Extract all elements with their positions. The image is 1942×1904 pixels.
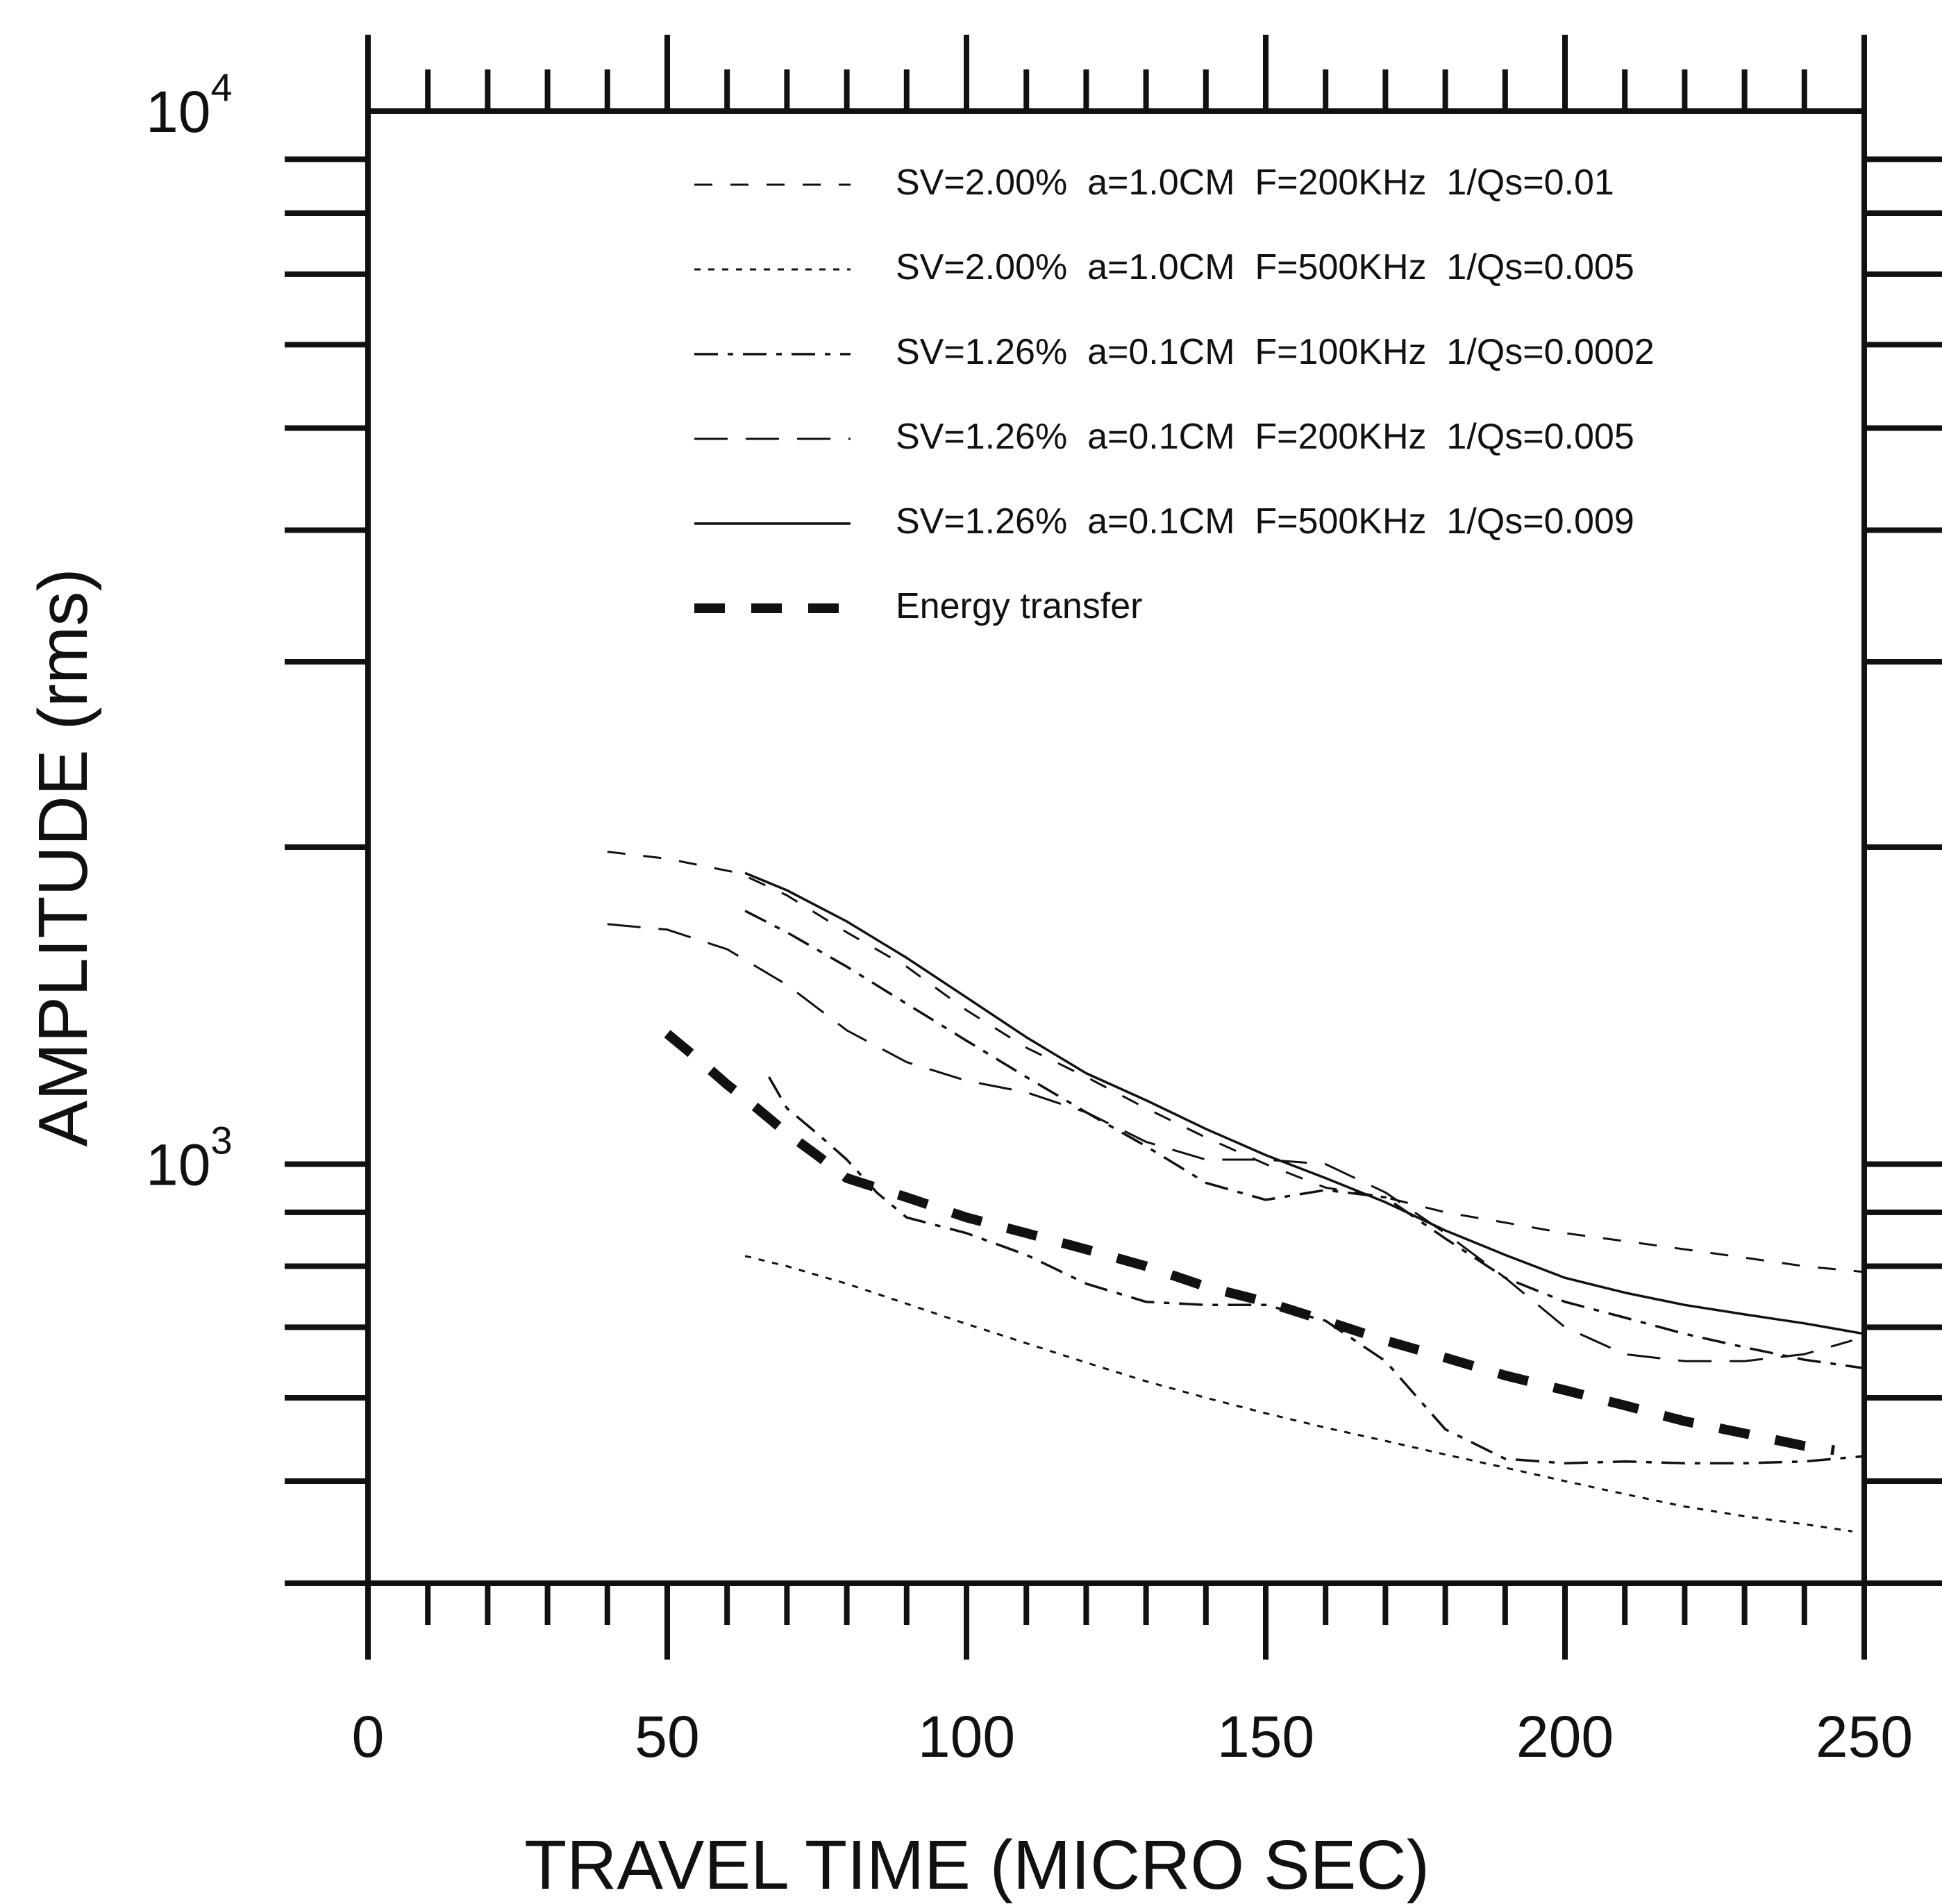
legend-label-0: SV=2.00% a=1.0CM F=200KHz 1/Qs=0.01 xyxy=(896,162,1614,203)
series-line-0 xyxy=(607,851,1865,1273)
series-line-6 xyxy=(767,1076,1865,1464)
series-layer xyxy=(607,851,1865,1533)
x-tick-label-50: 50 xyxy=(635,1704,699,1769)
y-tick-label-10000: 104 xyxy=(146,65,233,144)
legend-label-1: SV=2.00% a=1.0CM F=500KHz 1/Qs=0.005 xyxy=(896,247,1634,287)
x-axis-label: TRAVEL TIME (MICRO SEC) xyxy=(524,1826,1430,1904)
x-tick-label-150: 150 xyxy=(1217,1704,1314,1769)
x-tick-label-250: 250 xyxy=(1816,1704,1913,1769)
series-line-3 xyxy=(607,923,1853,1362)
legend: SV=2.00% a=1.0CM F=200KHz 1/Qs=0.01 SV=2.… xyxy=(694,162,1655,626)
tick-labels: 0 50 100 150 200 250 103 104 xyxy=(146,65,1913,1769)
series-line-5 xyxy=(664,1030,1835,1455)
series-line-2 xyxy=(744,910,1865,1370)
legend-label-5: Energy transfer xyxy=(896,586,1143,626)
legend-label-4: SV=1.26% a=0.1CM F=500KHz 1/Qs=0.009 xyxy=(896,501,1634,542)
y-tick-label-1000: 103 xyxy=(146,1119,233,1198)
x-tick-label-100: 100 xyxy=(918,1704,1015,1769)
axis-ticks xyxy=(285,35,1942,1660)
legend-label-3: SV=1.26% a=0.1CM F=200KHz 1/Qs=0.005 xyxy=(896,417,1634,457)
series-line-1 xyxy=(744,1255,1853,1533)
x-tick-label-200: 200 xyxy=(1516,1704,1614,1769)
legend-label-2: SV=1.26% a=0.1CM F=100KHz 1/Qs=0.0002 xyxy=(896,332,1655,372)
series-line-4 xyxy=(744,871,1865,1335)
x-tick-label-0: 0 xyxy=(352,1704,385,1769)
y-axis-label: AMPLITUDE (rms) xyxy=(24,568,102,1146)
plot-frame xyxy=(365,108,1867,1586)
